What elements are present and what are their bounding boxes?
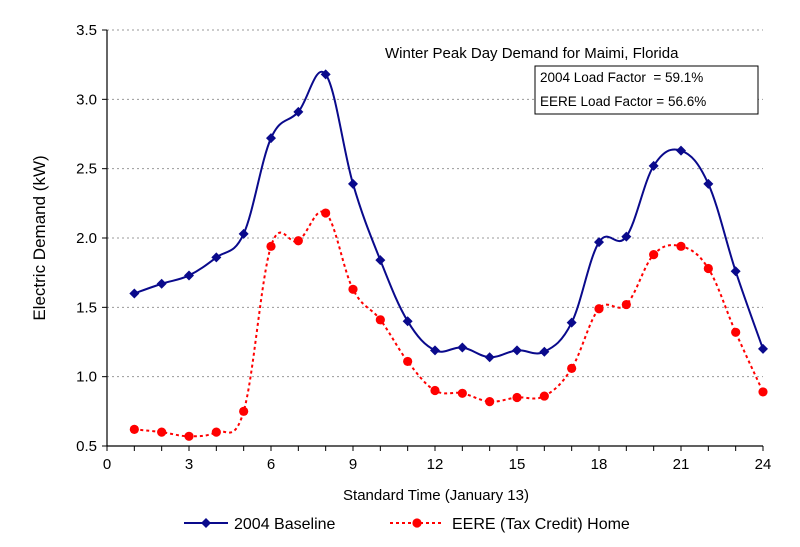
series-eere [129, 208, 768, 441]
data-point-eere [157, 427, 167, 437]
data-point-baseline [676, 145, 686, 156]
data-point-baseline [184, 270, 194, 281]
data-point-baseline [594, 237, 604, 248]
x-tick-label: 12 [427, 456, 444, 473]
data-point-eere [703, 263, 713, 274]
x-axis-title: Standard Time (January 13) [343, 487, 529, 504]
data-point-eere [403, 356, 413, 367]
y-axis-title: Electric Demand (kW) [30, 155, 49, 320]
data-point-baseline [512, 345, 522, 356]
data-point-baseline [129, 288, 140, 299]
data-point-eere [676, 241, 686, 251]
data-point-baseline [648, 160, 659, 171]
legend-marker-baseline [201, 518, 211, 528]
y-tick-labels: 0.5 1.0 1.5 2.0 2.5 3.0 3.5 [76, 22, 97, 455]
data-point-baseline [566, 317, 577, 328]
x-tick-label: 9 [349, 456, 357, 473]
data-point-eere [621, 299, 631, 310]
data-point-baseline [320, 69, 331, 80]
x-tick-label: 3 [185, 456, 193, 473]
series-group [129, 69, 768, 441]
series-line-eere [134, 210, 764, 438]
data-point-baseline [430, 345, 440, 356]
data-point-baseline [266, 133, 276, 144]
legend-label-eere: EERE (Tax Credit) Home [452, 516, 630, 533]
data-point-eere [485, 397, 495, 407]
data-point-eere [239, 406, 249, 416]
data-point-eere [539, 391, 549, 401]
data-point-baseline [703, 178, 714, 189]
data-point-baseline [539, 346, 550, 357]
data-point-baseline [484, 352, 495, 363]
axes [102, 29, 764, 451]
data-point-eere [184, 431, 194, 441]
series-baseline [129, 69, 768, 363]
data-point-eere [512, 392, 522, 403]
data-point-baseline [457, 342, 468, 353]
x-tick-label: 15 [509, 456, 526, 473]
data-point-baseline [621, 231, 632, 242]
x-tick-label: 21 [673, 456, 690, 473]
data-point-eere [567, 363, 577, 373]
data-point-eere [375, 315, 385, 325]
data-point-baseline [730, 266, 741, 277]
data-point-baseline [758, 343, 768, 354]
data-point-eere [758, 387, 768, 397]
legend-label-baseline: 2004 Baseline [234, 516, 336, 533]
data-point-baseline [156, 278, 167, 289]
load-factor-box [534, 65, 759, 115]
y-tick-label: 2.0 [76, 230, 97, 247]
x-tick-labels: 0 3 6 9 12 15 18 21 24 [103, 456, 772, 473]
data-point-eere [457, 388, 467, 398]
data-point-eere [649, 250, 659, 260]
data-point-eere [266, 241, 276, 251]
data-point-baseline [402, 316, 413, 327]
data-point-eere [731, 327, 741, 337]
y-tick-label: 0.5 [76, 438, 97, 455]
series-line-baseline [133, 70, 764, 359]
legend: 2004 Baseline EERE (Tax Credit) Home [184, 516, 630, 533]
data-point-eere [348, 284, 358, 294]
x-tick-label: 18 [591, 456, 608, 473]
data-point-eere [321, 208, 331, 218]
data-point-baseline [348, 178, 358, 189]
y-tick-label: 3.0 [76, 91, 97, 108]
data-point-baseline [375, 255, 386, 266]
data-point-eere [211, 427, 221, 437]
data-point-baseline [211, 252, 222, 263]
load-factor-eere: EERE Load Factor = 56.6% [540, 94, 706, 109]
load-factor-2004: 2004 Load Factor = 59.1% [540, 70, 703, 85]
y-tick-label: 1.5 [76, 299, 97, 316]
data-point-eere [430, 385, 440, 396]
data-point-eere [594, 304, 604, 314]
data-point-baseline [238, 228, 249, 239]
data-point-eere [293, 236, 303, 246]
x-tick-label: 6 [267, 456, 275, 473]
x-tick-label: 24 [755, 456, 772, 473]
data-point-eere [129, 424, 139, 434]
x-tick-label: 0 [103, 456, 111, 473]
legend-marker-eere [412, 518, 422, 528]
chart-title: Winter Peak Day Demand for Maimi, Florid… [385, 45, 679, 62]
y-tick-label: 2.5 [76, 161, 97, 178]
y-tick-label: 1.0 [76, 369, 97, 386]
y-tick-label: 3.5 [76, 22, 97, 39]
data-point-baseline [293, 106, 304, 117]
